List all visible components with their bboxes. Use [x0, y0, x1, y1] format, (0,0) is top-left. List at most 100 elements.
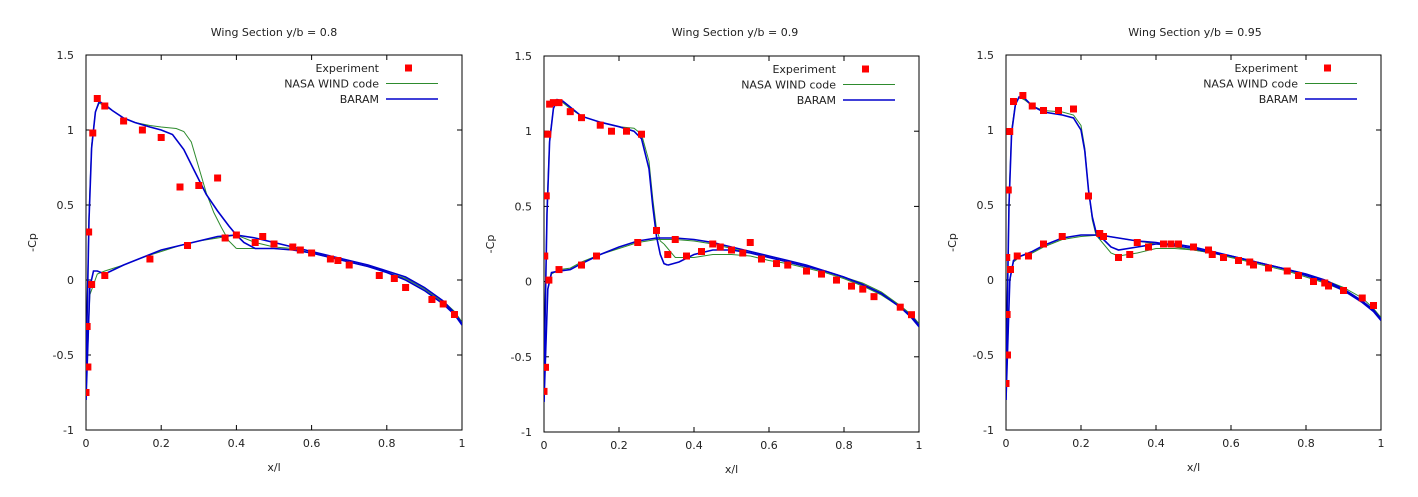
y-axis-label: -Cp [946, 233, 959, 252]
experiment-point [859, 285, 867, 293]
experiment-point [1006, 254, 1011, 261]
y-tick-label: 1 [987, 124, 994, 137]
series-baram-upper-tail [235, 234, 462, 326]
y-tick-label: 1.5 [977, 49, 995, 62]
plot-frame [1005, 54, 1382, 431]
x-tick-label: 0.4 [1147, 437, 1165, 450]
x-axis-label: x/l [725, 463, 738, 476]
experiment-point [1040, 107, 1047, 114]
y-tick-label: -0.5 [973, 349, 994, 362]
plot-frame [85, 54, 463, 431]
experiment-point [833, 276, 840, 284]
experiment-point [848, 282, 855, 290]
experiment-point [870, 293, 878, 301]
series-baram-upper [544, 98, 669, 402]
experiment-point [593, 252, 600, 260]
experiment-point [544, 130, 552, 138]
x-tick-label: 0.6 [303, 437, 321, 450]
y-axis-label: -Cp [26, 233, 39, 252]
experiment-point [439, 300, 447, 308]
experiment-point [1133, 239, 1141, 246]
experiment-point [1265, 264, 1272, 272]
experiment-point [544, 387, 548, 395]
experiment-point [86, 228, 93, 236]
experiment-point [608, 127, 615, 135]
x-tick-label: 1 [459, 437, 466, 450]
experiment-point [1096, 230, 1104, 237]
y-tick-label: 0 [525, 276, 532, 289]
x-tick-label: 0 [541, 439, 548, 452]
x-axis-label: x/l [267, 461, 280, 474]
series-baram-upper [1006, 96, 1104, 401]
x-tick-label: 0 [1003, 437, 1010, 450]
experiment-point [195, 182, 203, 189]
legend-marker [405, 64, 412, 72]
experiment-point [1145, 243, 1152, 251]
experiment-point [623, 127, 630, 135]
series-nasa-wind-code-upper [1006, 96, 1101, 398]
experiment-point [1208, 251, 1216, 258]
experiment-point [1321, 279, 1329, 287]
experiment-point [93, 95, 101, 102]
experiment-point [728, 246, 735, 254]
legend-label: NASA WIND code [284, 78, 379, 91]
legend-marker [1324, 64, 1331, 72]
experiment-point [308, 249, 316, 257]
experiment-point [545, 276, 553, 284]
experiment-point [259, 233, 267, 240]
experiment-point [746, 238, 754, 246]
y-tick-label: 1 [525, 125, 532, 138]
experiment-point [1205, 246, 1212, 254]
chart-title: Wing Section y/b = 0.9 [672, 26, 798, 39]
y-tick-label: 1.5 [57, 49, 75, 62]
experiment-point [176, 183, 184, 191]
series-nasa-wind-code-lower [544, 239, 919, 399]
experiment-point [101, 272, 109, 279]
plot-area [1006, 92, 1381, 401]
experiment-point [289, 243, 297, 251]
experiment-point [653, 226, 660, 234]
experiment-point [1246, 258, 1254, 266]
experiment-point [1126, 251, 1134, 258]
x-tick-label: 0.6 [760, 439, 778, 452]
experiment-point [758, 255, 765, 263]
x-tick-label: 0.2 [152, 437, 170, 450]
series-baram-lower [1006, 234, 1381, 401]
y-tick-label: 1.5 [515, 50, 533, 63]
experiment-point [578, 114, 585, 122]
legend-label: BARAM [340, 93, 379, 106]
experiment-point [803, 267, 810, 275]
x-tick-label: 0.4 [685, 439, 703, 452]
experiment-point [634, 238, 642, 246]
plot-area [86, 95, 462, 401]
chart-title: Wing Section y/b = 0.95 [1128, 26, 1261, 39]
experiment-point [146, 255, 154, 263]
experiment-point [1040, 240, 1047, 248]
experiment-point [334, 257, 342, 264]
experiment-point [1006, 380, 1010, 387]
x-tick-label: 0.8 [378, 437, 396, 450]
legend-label: NASA WIND code [741, 79, 836, 92]
experiment-point [1190, 243, 1197, 251]
experiment-point [402, 284, 410, 291]
legend-label: BARAM [1259, 93, 1298, 106]
experiment-point [566, 108, 574, 116]
experiment-point [1058, 233, 1066, 240]
experiment-point [1010, 98, 1017, 105]
experiment-point [157, 134, 165, 141]
experiment-point [1160, 240, 1167, 248]
experiment-point [251, 239, 259, 246]
y-tick-label: 1 [67, 124, 74, 137]
experiment-point [638, 130, 645, 138]
series-nasa-wind-code-upper-tail [663, 243, 919, 326]
experiment-point [716, 243, 724, 251]
legend: Experiment NASA WIND code BARAM [741, 63, 895, 107]
legend-label: Experiment [1234, 62, 1298, 75]
legend-marker [862, 65, 869, 73]
experiment-point [709, 240, 717, 248]
experiment-point [698, 248, 705, 256]
experiment-point [1235, 257, 1242, 264]
experiment-point [1358, 294, 1366, 302]
experiment-point [1013, 252, 1021, 260]
